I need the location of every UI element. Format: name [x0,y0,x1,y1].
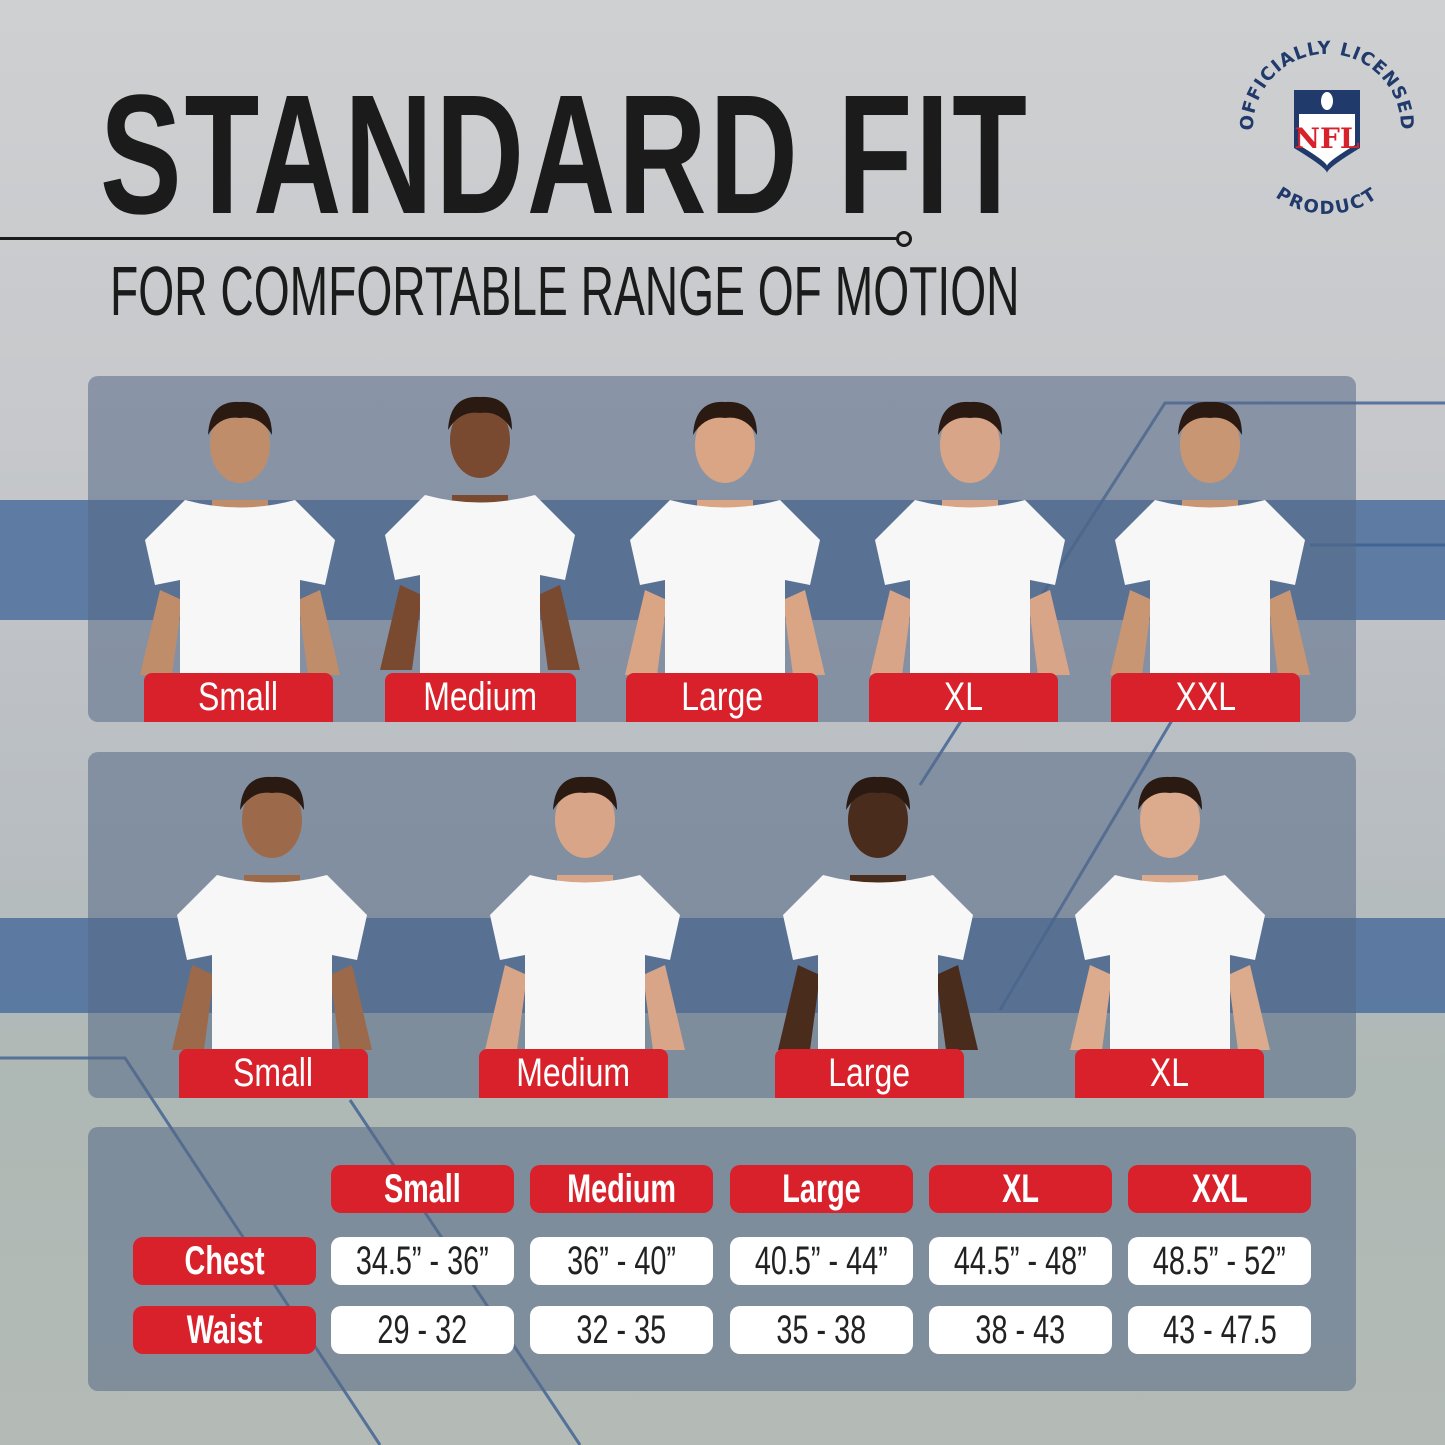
chest-cell: 40.5” - 44” [730,1237,913,1285]
model-photo [1110,401,1310,680]
chart-header-medium: Medium [530,1165,713,1213]
men-size-label-xl: XL [869,673,1058,722]
officially-licensed-badge: OFFICIALLY LICENSED PRODUCT NFL [1237,38,1417,219]
men-size-label-medium: Medium [385,673,576,722]
model-photo [380,396,580,675]
divider-end-dot [896,231,912,247]
chest-cell: 34.5” - 36” [331,1237,514,1285]
page-title: STANDARD FIT [100,60,1030,250]
women-size-label-medium: Medium [479,1049,668,1098]
chart-header-xxl: XXL [1128,1165,1311,1213]
waist-cell: 35 - 38 [730,1306,913,1354]
waist-cell: 29 - 32 [331,1306,514,1354]
women-size-label-small: Small [179,1049,368,1098]
waist-cell: 43 - 47.5 [1128,1306,1311,1354]
model-photo [870,401,1070,680]
women-size-label-xl: XL [1075,1049,1264,1098]
chest-cell: 48.5” - 52” [1128,1237,1311,1285]
chest-cell: 36” - 40” [530,1237,713,1285]
nfl-shield-icon: NFL [1294,90,1360,173]
model-photo [778,776,978,1055]
model-photo [625,401,825,680]
men-size-label-small: Small [144,673,333,722]
chart-header-small: Small [331,1165,514,1213]
svg-text:NFL: NFL [1294,122,1359,155]
badge-text-bottom: PRODUCT [1272,183,1382,219]
chest-cell: 44.5” - 48” [929,1237,1112,1285]
model-photo [172,776,372,1055]
row-label-chest: Chest [133,1237,316,1285]
women-size-label-large: Large [775,1049,964,1098]
men-size-label-large: Large [626,673,818,722]
model-photo [1070,776,1270,1055]
title-divider [0,237,898,240]
model-photo [485,776,685,1055]
waist-cell: 32 - 35 [530,1306,713,1354]
waist-cell: 38 - 43 [929,1306,1112,1354]
page-subtitle: FOR COMFORTABLE RANGE OF MOTION [110,252,1020,330]
model-photo [140,401,340,680]
chart-header-large: Large [730,1165,913,1213]
men-size-label-xxl: XXL [1111,673,1300,722]
chart-header-xl: XL [929,1165,1112,1213]
row-label-waist: Waist [133,1306,316,1354]
